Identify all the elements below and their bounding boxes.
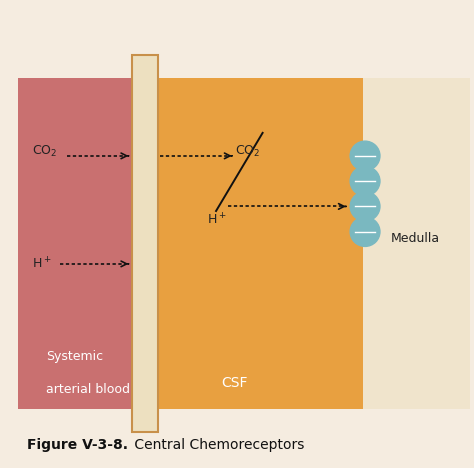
Bar	[363, 78, 470, 409]
Text: CO$_2$: CO$_2$	[235, 144, 260, 159]
Circle shape	[350, 167, 380, 196]
Text: Figure V-3-8.: Figure V-3-8.	[27, 439, 128, 453]
Circle shape	[350, 192, 380, 221]
Text: Central Chemoreceptors: Central Chemoreceptors	[130, 439, 304, 453]
Bar	[18, 78, 191, 409]
Text: Systemic: Systemic	[46, 350, 103, 363]
Circle shape	[350, 217, 380, 247]
Text: Medulla: Medulla	[391, 232, 440, 245]
Circle shape	[350, 141, 380, 170]
Text: H$^+$: H$^+$	[207, 212, 226, 228]
Text: arterial blood: arterial blood	[46, 383, 130, 396]
Bar	[139, 78, 363, 409]
Text: CO$_2$: CO$_2$	[32, 144, 57, 159]
Text: CSF: CSF	[221, 376, 248, 390]
Bar	[132, 55, 158, 431]
Text: H$^+$: H$^+$	[32, 256, 52, 271]
